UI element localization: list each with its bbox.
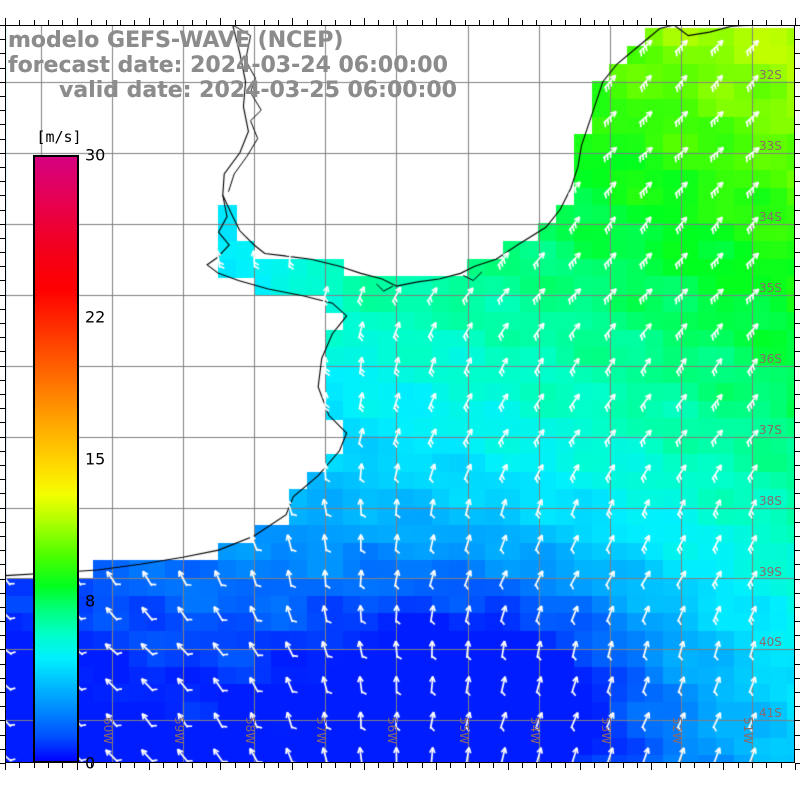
lat-label-36S: 36S: [759, 351, 782, 366]
lon-label-55W: 55W: [456, 717, 471, 745]
valid-date-line: valid date: 2024-03-25 06:00:00: [59, 78, 457, 103]
lat-label-35S: 35S: [759, 280, 782, 295]
figure-title-block: modelo GEFS-WAVE (NCEP) forecast date: 2…: [8, 28, 508, 103]
bottom-axis-ticks: [5, 763, 796, 770]
lon-label-52W: 52W: [670, 717, 685, 745]
lon-label-57W: 57W: [314, 717, 329, 745]
lon-label-51W: 51W: [741, 717, 756, 745]
colorbar-tick-8: 8: [85, 591, 96, 611]
wind-speed-heatmap-canvas: [5, 25, 795, 763]
lon-label-58W: 58W: [243, 717, 258, 745]
lat-label-40S: 40S: [759, 635, 782, 650]
colorbar-gradient: [33, 155, 79, 763]
lon-label-54W: 54W: [527, 717, 542, 745]
top-axis-ticks: [5, 18, 796, 25]
lat-label-34S: 34S: [759, 209, 782, 224]
left-axis-ticks: [0, 25, 5, 764]
lon-label-56W: 56W: [385, 717, 400, 745]
colorbar-tick-22: 22: [85, 307, 106, 327]
forecast-date-line: forecast date: 2024-03-24 06:00:00: [8, 53, 448, 78]
colorbar-tick-30: 30: [85, 145, 106, 165]
lat-label-38S: 38S: [759, 493, 782, 508]
lat-label-33S: 33S: [759, 138, 782, 153]
right-axis-ticks: [795, 25, 800, 764]
colorbar-unit-label: [m/s]: [36, 128, 82, 146]
lat-label-32S: 32S: [759, 67, 782, 82]
model-name-line: modelo GEFS-WAVE (NCEP): [8, 28, 344, 53]
lat-label-39S: 39S: [759, 564, 782, 579]
lat-label-41S: 41S: [759, 706, 782, 721]
lon-label-59W: 59W: [171, 717, 186, 745]
map-plot-area: 61W60W59W58W57W56W55W54W53W52W51W32S33S3…: [5, 25, 795, 763]
lon-label-53W: 53W: [598, 717, 613, 745]
colorbar-tick-15: 15: [85, 449, 106, 469]
lat-label-37S: 37S: [759, 422, 782, 437]
colorbar-tick-0: 0: [85, 753, 96, 773]
lon-label-60W: 60W: [100, 717, 115, 745]
